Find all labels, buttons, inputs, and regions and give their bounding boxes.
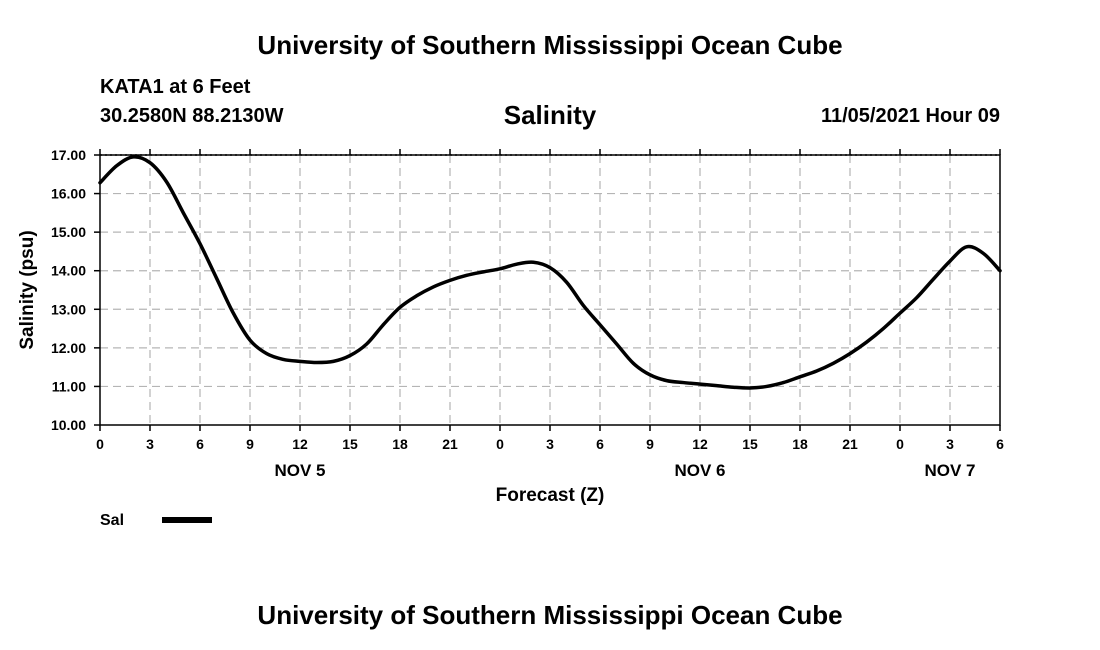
y-axis-label: Salinity (psu) xyxy=(17,230,38,349)
station-coordinates: 30.2580N 88.2130W xyxy=(100,105,284,127)
x-tick-label: 21 xyxy=(842,436,858,452)
x-tick-label: 9 xyxy=(246,436,254,452)
y-tick-label: 16.00 xyxy=(51,186,86,202)
page-title: University of Southern Mississippi Ocean… xyxy=(257,30,843,60)
y-tick-label: 11.00 xyxy=(52,378,86,394)
x-tick-label: 3 xyxy=(546,436,554,452)
y-tick-label: 10.00 xyxy=(51,417,86,433)
day-label: NOV 5 xyxy=(274,461,325,480)
chart-title: Salinity xyxy=(503,100,597,130)
legend-label: Sal xyxy=(100,512,124,529)
x-tick-label: 3 xyxy=(146,436,154,452)
y-tick-label: 12.00 xyxy=(51,340,86,356)
footer-title: University of Southern Mississippi Ocean… xyxy=(257,600,843,630)
x-axis-label: Forecast (Z) xyxy=(496,485,605,506)
axis-labels: 10.00 11.00 12.00 13.00 14.00 15.00 16.00 17.00… xyxy=(51,147,1004,480)
x-tick-label: 0 xyxy=(96,436,104,452)
y-tick-label: 15.00 xyxy=(51,224,86,240)
forecast-run-time: 11/05/2021 Hour 09 xyxy=(820,105,1000,127)
x-tick-label: 3 xyxy=(946,436,954,452)
x-tick-label: 18 xyxy=(792,436,808,452)
x-tick-label: 12 xyxy=(292,436,308,452)
y-tick-label: 14.00 xyxy=(51,263,86,279)
grid xyxy=(100,154,1000,425)
station-label: KATA1 at 6 Feet xyxy=(100,76,251,98)
x-tick-label: 6 xyxy=(996,436,1004,452)
y-tick-label: 13.00 xyxy=(51,301,86,317)
x-tick-label: 9 xyxy=(646,436,654,452)
x-tick-label: 0 xyxy=(896,436,904,452)
x-tick-label: 18 xyxy=(392,436,408,452)
day-label: NOV 6 xyxy=(674,461,725,480)
x-tick-label: 15 xyxy=(742,436,758,452)
series-line-sal xyxy=(98,155,1002,390)
y-tick-label: 17.00 xyxy=(51,147,86,163)
x-tick-label: 21 xyxy=(442,436,458,452)
legend: Sal xyxy=(100,512,212,529)
x-tick-label: 6 xyxy=(196,436,204,452)
x-tick-label: 15 xyxy=(342,436,358,452)
x-tick-label: 12 xyxy=(692,436,708,452)
x-tick-label: 0 xyxy=(496,436,504,452)
axis-ticks xyxy=(94,149,1001,431)
day-label: NOV 7 xyxy=(924,461,975,480)
x-tick-label: 6 xyxy=(596,436,604,452)
